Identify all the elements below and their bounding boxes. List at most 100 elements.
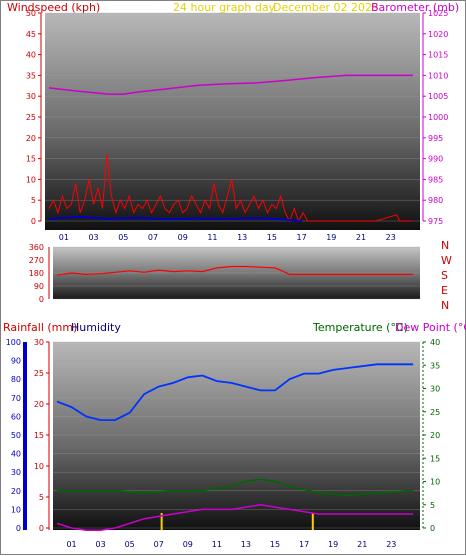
rainfall-tick-label: 25 <box>34 369 44 378</box>
barometer-tick-label: 995 <box>428 134 443 143</box>
barometer-tick-label: 1000 <box>428 113 448 122</box>
barometer-tick-label: 1020 <box>428 30 448 39</box>
windspeed-title: Windspeed (kph) <box>7 1 100 14</box>
graph-date: December 02 2025 <box>273 1 379 14</box>
humidity-tick-label: 50 <box>11 431 21 440</box>
wind-panel-background <box>45 13 420 230</box>
compass-letter: N <box>441 239 449 252</box>
temperature-tick-label: 40 <box>430 338 440 347</box>
humidity-x-tick-label: 17 <box>299 540 309 549</box>
barometer-tick-label: 1010 <box>428 71 448 80</box>
humidity-x-tick-label: 13 <box>241 540 251 549</box>
humidity-x-tick-label: 09 <box>183 540 193 549</box>
temperature-tick-label: 10 <box>430 478 440 487</box>
humidity-x-tick-label: 01 <box>66 540 76 549</box>
dewpoint-label: Dew Point (°C) <box>395 321 466 334</box>
wind-x-tick-label: 07 <box>148 233 158 242</box>
humidity-tick-label: 60 <box>11 412 21 421</box>
rainfall-tick-label: 30 <box>34 338 44 347</box>
humidity-axis: 0 10 20 30 40 50 60 70 80 90 100 <box>6 338 21 533</box>
wind-x-tick-label: 23 <box>386 233 396 242</box>
wind-x-tick-label: 01 <box>59 233 69 242</box>
humidity-tick-label: 10 <box>11 505 21 514</box>
direction-axis: 0 90 180 270 360 <box>29 243 50 304</box>
windspeed-tick-label: 25 <box>26 113 36 122</box>
windspeed-axis: 0 5 10 15 20 25 30 35 40 45 50 <box>26 9 42 226</box>
humidity-tick-label: 70 <box>11 394 21 403</box>
wind-x-tick-label: 13 <box>237 233 247 242</box>
humidity-panel-background <box>53 342 420 530</box>
humidity-x-tick-label: 11 <box>212 540 222 549</box>
humidity-tick-label: 80 <box>11 375 21 384</box>
temperature-label: Temperature (°C) <box>312 321 408 334</box>
barometer-tick-label: 990 <box>428 155 443 164</box>
temperature-tick-label: 20 <box>430 431 440 440</box>
windspeed-tick-label: 30 <box>26 92 36 101</box>
humidity-x-tick-label: 23 <box>386 540 396 549</box>
barometer-tick-label: 1025 <box>428 9 448 18</box>
compass-letter: E <box>441 284 448 297</box>
rainfall-tick-label: 15 <box>34 431 44 440</box>
wind-x-tick-label: 17 <box>296 233 306 242</box>
humidity-tick-label: 30 <box>11 468 21 477</box>
barometer-tick-label: 975 <box>428 217 443 226</box>
windspeed-tick-label: 10 <box>26 175 36 184</box>
temperature-series-line <box>57 478 414 497</box>
windspeed-tick-label: 5 <box>31 196 36 205</box>
windspeed-tick-label: 50 <box>26 9 36 18</box>
humidity-tick-label: 90 <box>11 357 21 366</box>
direction-tick-label: 360 <box>29 243 44 252</box>
wind-panel-x-axis: 01 03 05 07 09 11 13 15 17 19 21 23 <box>59 233 396 242</box>
compass-letter: W <box>441 254 452 267</box>
temperature-tick-label: 5 <box>430 501 435 510</box>
humidity-tick-label: 40 <box>11 450 21 459</box>
windspeed-tick-label: 15 <box>26 155 36 164</box>
temperature-tick-label: 25 <box>430 408 440 417</box>
humidity-axis-bar <box>23 342 27 530</box>
dewpoint-series-line <box>56 504 414 532</box>
wind-x-tick-label: 11 <box>207 233 217 242</box>
humidity-x-tick-label: 07 <box>154 540 164 549</box>
graph-title: 24 hour graph day <box>173 1 276 14</box>
wind-direction-series-line <box>56 265 414 276</box>
wind-x-tick-label: 15 <box>267 233 277 242</box>
compass-letter: S <box>441 269 448 282</box>
rainfall-tick-label: 10 <box>34 462 44 471</box>
windspeed-tick-label: 20 <box>26 134 36 143</box>
wind-panel-gridlines <box>45 12 420 222</box>
windspeed-series-line <box>48 154 413 223</box>
wind-x-tick-label: 19 <box>326 233 336 242</box>
gust-baseline-series-line <box>48 215 302 222</box>
rainfall-label: Rainfall (mm) <box>3 321 77 334</box>
temperature-axis: 0 5 10 15 20 25 30 35 40 <box>422 338 440 533</box>
humidity-tick-label: 0 <box>16 524 21 533</box>
rainfall-tick-label: 20 <box>34 400 44 409</box>
humidity-x-tick-label: 05 <box>125 540 135 549</box>
barometer-series-line <box>48 74 413 95</box>
direction-tick-label: 0 <box>39 295 44 304</box>
windspeed-tick-label: 45 <box>26 30 36 39</box>
humidity-label: Humidity <box>71 321 121 334</box>
temperature-tick-label: 30 <box>430 385 440 394</box>
humidity-panel-x-axis: 01 03 05 07 09 11 13 15 17 19 21 23 <box>66 540 396 549</box>
barometer-tick-label: 980 <box>428 196 443 205</box>
wind-x-tick-label: 21 <box>356 233 366 242</box>
windspeed-tick-label: 0 <box>31 217 36 226</box>
humidity-series-line <box>56 363 414 422</box>
humidity-x-tick-label: 21 <box>357 540 367 549</box>
barometer-axis: 975 980 985 990 995 1000 1005 1010 1015 1020 1025 <box>422 9 448 226</box>
rainfall-tick-label: 0 <box>39 524 44 533</box>
direction-tick-label: 180 <box>29 269 44 278</box>
humidity-x-tick-label: 19 <box>328 540 338 549</box>
barometer-title: Barometer (mb) <box>371 1 459 14</box>
windspeed-tick-label: 40 <box>26 51 36 60</box>
direction-panel-gridlines <box>53 246 420 300</box>
wind-x-tick-label: 05 <box>118 233 128 242</box>
humidity-tick-label: 20 <box>11 487 21 496</box>
rainfall-tick-label: 5 <box>39 493 44 502</box>
direction-tick-label: 90 <box>34 282 44 291</box>
barometer-tick-label: 985 <box>428 175 443 184</box>
